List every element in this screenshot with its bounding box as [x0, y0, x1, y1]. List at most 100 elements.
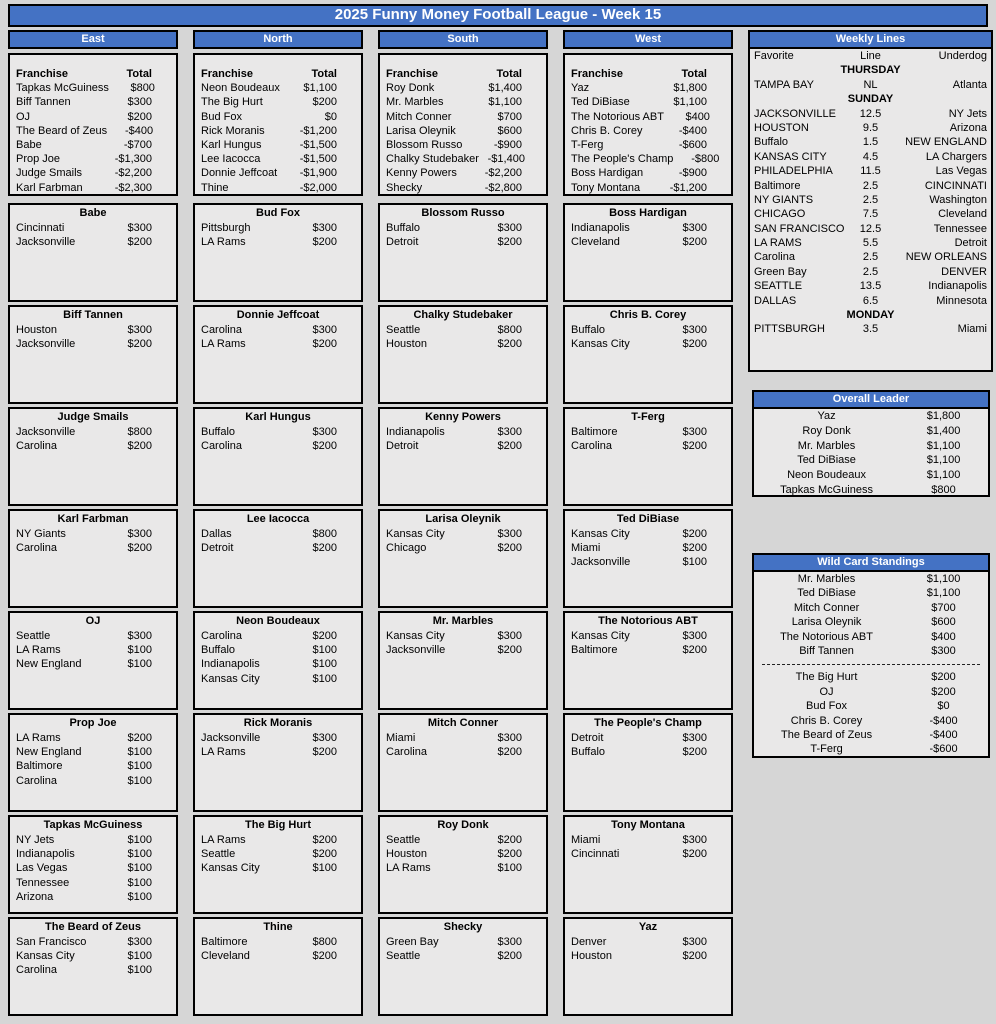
pick-row: Cincinnati $300 [10, 221, 176, 235]
team-cell: San Francisco [16, 936, 87, 948]
franchise-box-title: T-Ferg [631, 411, 665, 423]
amount-cell: $200 [127, 236, 152, 249]
franchise-name-cell: Chalky Studebaker [386, 153, 479, 166]
underdog-cell: Atlanta [952, 78, 987, 91]
amount-cell: $100 [312, 658, 337, 671]
standings-row: Chris B. Corey -$400 [565, 124, 731, 138]
standings-row: Donnie Jeffcoat -$1,900 [195, 166, 361, 180]
franchise-name-cell: Babe [16, 138, 42, 151]
wild-card-out-rows: The Big Hurt $200 OJ $200 Bud Fox $0 Chris B. … [754, 670, 988, 756]
amount-cell: $200 [312, 630, 337, 642]
team-cell: Jacksonville [386, 644, 446, 657]
line-cell: 7.5 [862, 208, 879, 221]
pick-row: Buffalo $300 [565, 323, 731, 337]
line-cell: NL [863, 78, 878, 91]
amount-cell: $100 [127, 848, 152, 861]
team-cell: Buffalo [201, 426, 236, 438]
wild-card-panel: Wild Card Standings Mr. Marbles $1,100 Ted… [752, 553, 990, 758]
standings-row: Mitch Conner $700 [380, 110, 546, 124]
franchise-name-cell: Ted DiBiase [797, 454, 856, 467]
franchise-box: Neon Boudeaux Carolina $200 Buffalo $100 Indi… [193, 611, 363, 710]
amount-cell: $100 [127, 746, 152, 759]
franchise-box-title: The Big Hurt [245, 819, 311, 831]
underdog-cell: LA Chargers [925, 150, 987, 163]
team-cell: Jacksonville [16, 236, 76, 249]
weekly-line-row: HOUSTON 9.5 Arizona [750, 121, 991, 135]
pick-row: Denver $300 [565, 935, 731, 949]
franchise-name-cell: Boss Hardigan [571, 167, 644, 180]
pick-row: Indianapolis $300 [565, 221, 731, 235]
pick-row: Carolina $200 [10, 439, 176, 453]
standings-total-header: Total [311, 68, 337, 80]
team-cell: Baltimore [571, 644, 618, 657]
team-cell: LA Rams [201, 746, 246, 759]
team-cell: Kansas City [571, 528, 630, 540]
pick-row: Carolina $100 [10, 963, 176, 977]
pick-row: Cincinnati $200 [565, 847, 731, 861]
division-header: East [8, 30, 178, 49]
amount-cell: $100 [127, 876, 152, 889]
standings-row: Rick Moranis -$1,200 [195, 124, 361, 138]
amount-cell: $300 [497, 426, 522, 438]
pick-row: Baltimore $100 [10, 759, 176, 773]
pick-row: Jacksonville $200 [10, 337, 176, 351]
franchise-name-cell: Mitch Conner [386, 110, 452, 123]
amount-cell: $100 [127, 774, 152, 787]
pick-row: Green Bay $300 [380, 935, 546, 949]
amount-cell: $300 [682, 630, 707, 642]
amount-cell: $300 [127, 222, 152, 234]
amount-cell: $200 [312, 834, 337, 846]
franchise-name-cell: T-Ferg [810, 743, 843, 756]
pick-row: Cleveland $200 [195, 949, 361, 963]
pick-row: Seattle $200 [380, 833, 546, 847]
team-cell: Houston [571, 950, 612, 963]
weekly-line-row: SEATTLE 13.5 Indianapolis [750, 279, 991, 293]
amount-cell: $300 [127, 936, 152, 948]
amount-cell: $800 [127, 426, 152, 438]
amount-cell: $1,100 [926, 454, 961, 467]
team-cell: Kansas City [571, 630, 630, 642]
pick-row: Jacksonville $200 [380, 643, 546, 657]
franchise-name-cell: The Notorious ABT [571, 110, 664, 123]
weekly-line-row: CHICAGO 7.5 Cleveland [750, 207, 991, 221]
total-cell: -$2,000 [299, 181, 337, 194]
standings-row: Tony Montana -$1,200 [565, 181, 731, 195]
pick-row: New England $100 [10, 745, 176, 759]
team-cell: LA Rams [201, 338, 246, 351]
franchise-box: Karl Hungus Buffalo $300 Carolina $200 [193, 407, 363, 506]
underdog-cell: CINCINNATI [924, 179, 987, 192]
franchise-box-title: Chris B. Corey [609, 309, 687, 321]
standings-row: Biff Tannen $300 [10, 95, 176, 109]
favorite-cell: TAMPA BAY [754, 78, 814, 91]
team-cell: Miami [386, 732, 416, 744]
amount-cell: $100 [127, 950, 152, 963]
total-cell: $700 [497, 110, 522, 123]
franchise-box: Lee Iacocca Dallas $800 Detroit $200 [193, 509, 363, 608]
franchise-name-cell: Shecky [386, 181, 423, 194]
amount-cell: $200 [497, 644, 522, 657]
team-cell: Baltimore [201, 936, 248, 948]
team-cell: Kansas City [201, 672, 260, 685]
franchise-box-title: Lee Iacocca [246, 513, 310, 525]
franchise-name-cell: The Notorious ABT [780, 630, 873, 643]
pick-row: Baltimore $200 [565, 643, 731, 657]
standings-row: The Beard of Zeus -$400 [10, 124, 176, 138]
amount-cell: $200 [312, 338, 337, 351]
line-cell: 11.5 [860, 165, 881, 178]
line-cell: 2.5 [862, 193, 879, 206]
pick-row: Indianapolis $300 [380, 425, 546, 439]
pick-row: Buffalo $100 [195, 643, 361, 657]
team-cell: LA Rams [16, 732, 61, 744]
franchise-name-cell: Roy Donk [386, 82, 435, 95]
underdog-cell: DENVER [941, 265, 987, 278]
amount-cell: $100 [127, 834, 152, 846]
line-cell: 5.5 [862, 237, 879, 250]
franchise-box-title: Babe [79, 207, 107, 219]
total-cell: -$1,200 [299, 124, 337, 137]
leader-row: Ted DiBiase $1,100 [754, 453, 988, 468]
total-cell: $800 [130, 82, 155, 95]
pick-row: Seattle $300 [10, 629, 176, 643]
franchise-name-cell: Tony Montana [571, 181, 641, 194]
pick-row: Baltimore $800 [195, 935, 361, 949]
standings-header-row: Franchise Total [195, 67, 361, 81]
